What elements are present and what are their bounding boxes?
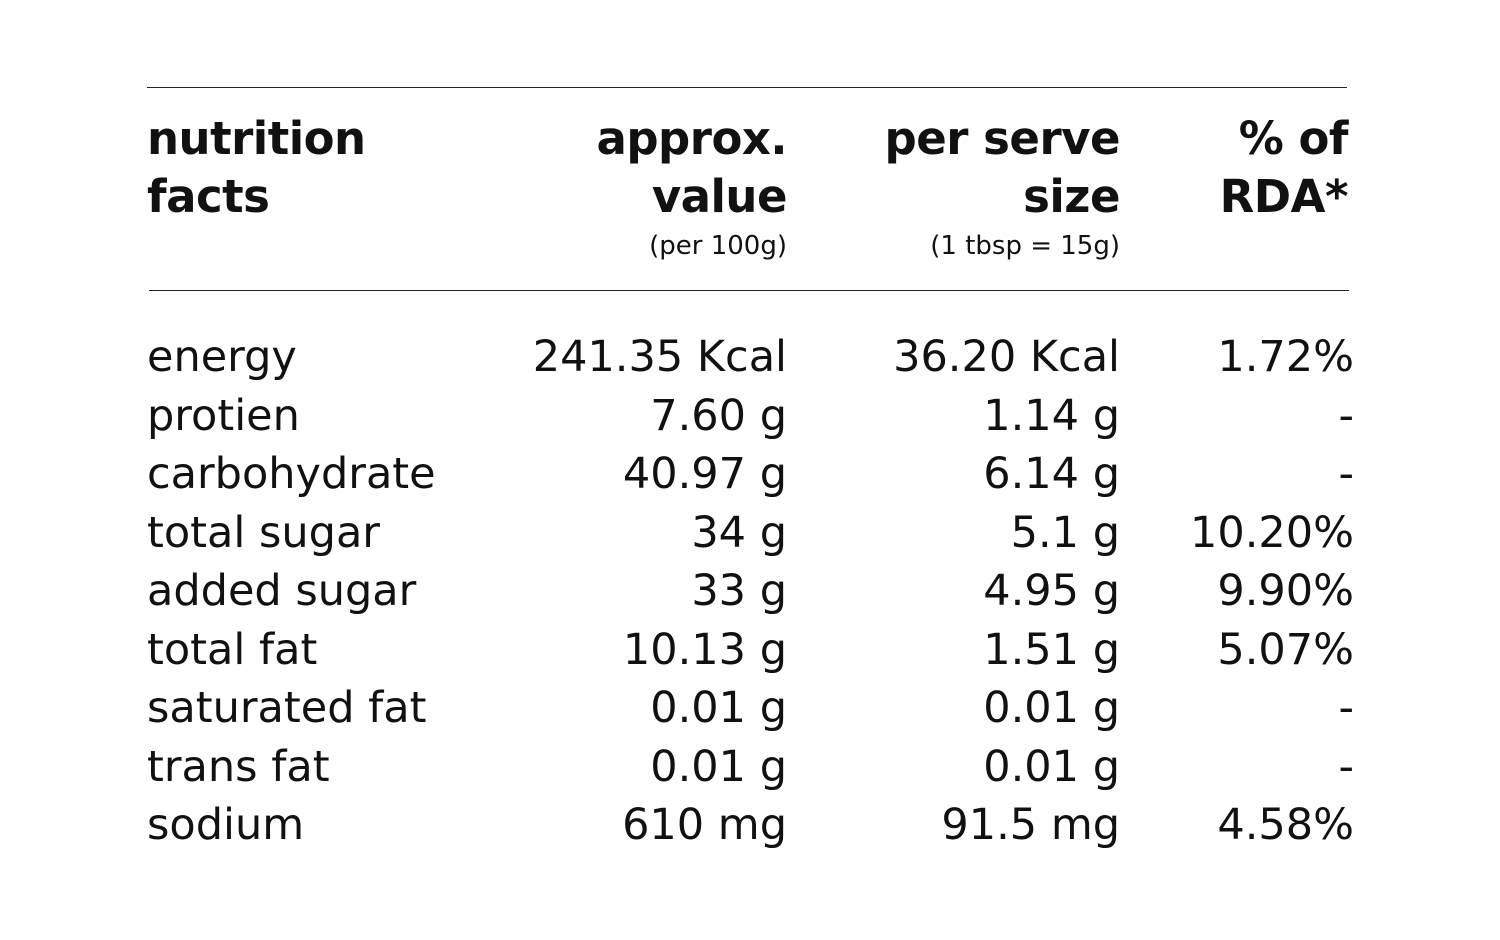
header-nutrition-facts: nutrition facts	[147, 110, 366, 226]
value-per-serve: 4.95 g	[983, 566, 1120, 616]
header-line: value	[651, 170, 788, 223]
header-line: facts	[147, 170, 270, 223]
nutrient-name: sodium	[147, 800, 305, 850]
header-line: RDA*	[1219, 170, 1349, 223]
table-row: added sugar 33 g 4.95 g 9.90%	[0, 562, 1500, 621]
table-row: total sugar 34 g 5.1 g 10.20%	[0, 504, 1500, 563]
nutrient-name: energy	[147, 332, 297, 382]
header-subtext: (1 tbsp = 15g)	[930, 231, 1120, 261]
value-per-serve: 0.01 g	[983, 683, 1120, 733]
percent-rda: 1.72%	[1217, 332, 1354, 382]
percent-rda: 5.07%	[1217, 624, 1354, 675]
value-per-100g: 241.35 Kcal	[532, 332, 787, 382]
value-per-100g: 7.60 g	[650, 390, 787, 441]
nutrient-name: saturated fat	[147, 683, 427, 733]
table-row: carbohydrate 40.97 g 6.14 g -	[0, 445, 1500, 504]
nutrient-name: total fat	[147, 624, 318, 675]
value-per-100g: 610 mg	[622, 800, 787, 850]
header-line: nutrition	[147, 112, 366, 165]
header-line: per serve	[884, 112, 1121, 165]
nutrient-name: carbohydrate	[147, 449, 436, 499]
value-per-serve: 6.14 g	[983, 449, 1120, 499]
percent-rda: -	[1338, 449, 1354, 499]
header-line: approx.	[596, 112, 787, 165]
percent-rda: -	[1338, 683, 1354, 733]
value-per-100g: 0.01 g	[650, 683, 787, 733]
percent-rda: -	[1338, 741, 1354, 792]
value-per-serve: 36.20 Kcal	[893, 332, 1120, 382]
percent-rda: 9.90%	[1217, 566, 1354, 616]
header-approx-value: approx. value (per 100g)	[596, 110, 787, 266]
value-per-100g: 0.01 g	[650, 741, 787, 792]
nutrient-name: added sugar	[147, 566, 417, 616]
table-row: energy 241.35 Kcal 36.20 Kcal 1.72%	[0, 328, 1500, 387]
header-line: size	[1023, 170, 1120, 223]
header-percent-rda: % of RDA*	[1219, 110, 1349, 226]
table-row: saturated fat 0.01 g 0.01 g -	[0, 679, 1500, 738]
value-per-100g: 40.97 g	[622, 449, 787, 499]
top-divider	[147, 87, 1347, 88]
table-row: sodium 610 mg 91.5 mg 4.58%	[0, 796, 1500, 855]
nutrition-table-body: energy 241.35 Kcal 36.20 Kcal 1.72% prot…	[0, 328, 1500, 855]
percent-rda: 4.58%	[1217, 800, 1354, 850]
header-line: % of	[1238, 112, 1349, 165]
percent-rda: -	[1338, 390, 1354, 441]
nutrient-name: trans fat	[147, 741, 330, 792]
percent-rda: 10.20%	[1190, 507, 1354, 558]
table-row: protien 7.60 g 1.14 g -	[0, 387, 1500, 446]
table-row: total fat 10.13 g 1.51 g 5.07%	[0, 621, 1500, 680]
value-per-100g: 10.13 g	[622, 624, 787, 675]
header-subtext: (per 100g)	[649, 231, 787, 261]
value-per-serve: 1.51 g	[983, 624, 1120, 675]
value-per-serve: 91.5 mg	[941, 800, 1120, 850]
header-divider	[149, 290, 1349, 291]
table-row: trans fat 0.01 g 0.01 g -	[0, 738, 1500, 797]
nutrient-name: protien	[147, 390, 300, 441]
value-per-serve: 1.14 g	[983, 390, 1120, 441]
value-per-100g: 34 g	[691, 507, 787, 558]
value-per-serve: 0.01 g	[983, 741, 1120, 792]
value-per-100g: 33 g	[691, 566, 787, 616]
value-per-serve: 5.1 g	[1010, 507, 1120, 558]
nutrient-name: total sugar	[147, 507, 380, 558]
header-per-serve-size: per serve size (1 tbsp = 15g)	[884, 110, 1121, 266]
